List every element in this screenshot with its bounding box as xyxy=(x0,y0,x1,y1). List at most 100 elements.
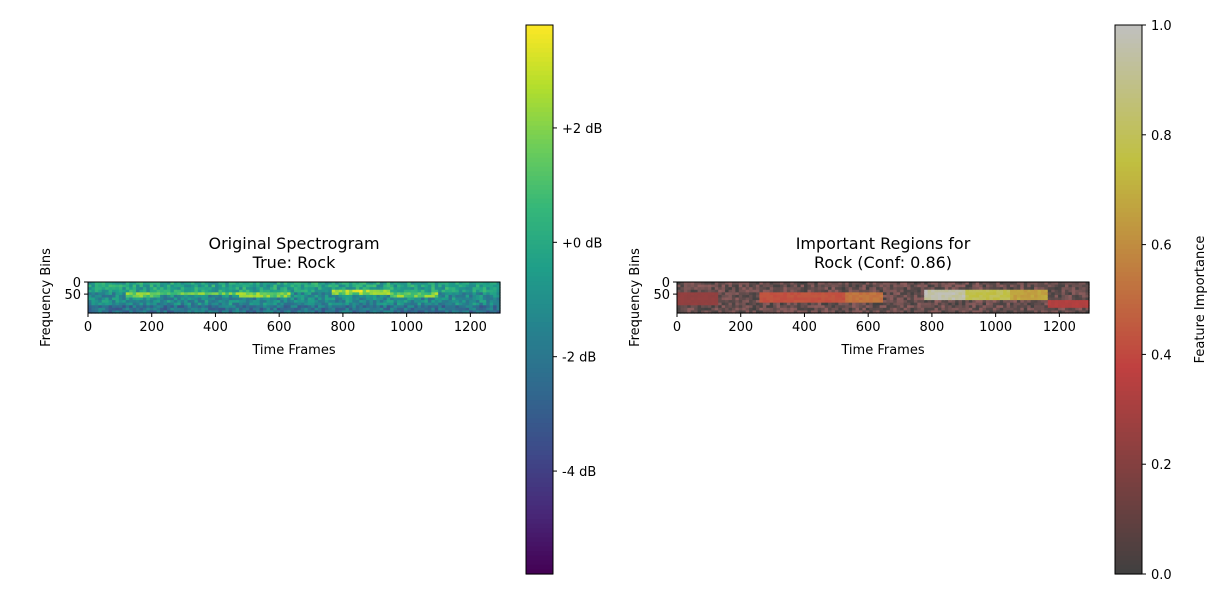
heatmap-cell xyxy=(266,305,271,309)
heatmap-cell xyxy=(920,310,925,314)
heatmap-cell xyxy=(173,310,178,314)
heatmap-cell xyxy=(489,289,494,293)
heatmap-cell xyxy=(177,292,182,296)
heatmap-cell xyxy=(458,292,463,296)
heatmap-cell xyxy=(821,307,826,312)
heatmap-cell xyxy=(913,282,918,286)
heatmap-cell xyxy=(98,305,103,309)
heatmap-cell xyxy=(345,307,350,312)
heatmap-cell xyxy=(714,287,719,291)
colorbar-segment xyxy=(1115,509,1142,516)
colorbar-segment xyxy=(526,432,553,438)
heatmap-cell xyxy=(355,289,360,293)
heatmap-cell xyxy=(328,282,333,286)
heatmap-cell xyxy=(424,284,429,288)
heatmap-cell xyxy=(869,284,874,288)
heatmap-cell xyxy=(745,297,750,301)
heatmap-cell xyxy=(118,294,123,299)
heatmap-cell xyxy=(445,282,450,286)
heatmap-cell xyxy=(266,297,271,301)
colorbar-segment xyxy=(1115,70,1142,76)
heatmap-cell xyxy=(869,310,874,314)
heatmap-cell xyxy=(838,284,843,288)
heatmap-cell xyxy=(900,302,905,306)
heatmap-cell xyxy=(451,302,456,306)
heatmap-cell xyxy=(1085,297,1090,301)
heatmap-cell xyxy=(372,287,377,291)
heatmap-cell xyxy=(968,297,973,301)
heatmap-cell xyxy=(345,294,350,299)
heatmap-cell xyxy=(366,287,371,291)
heatmap-cell xyxy=(287,289,292,293)
heatmap-cell xyxy=(397,294,402,299)
heatmap-cell xyxy=(1006,292,1011,296)
colorbar-segment xyxy=(526,175,553,182)
heatmap-cell xyxy=(184,305,189,309)
heatmap-cell xyxy=(331,292,336,296)
heatmap-cell xyxy=(393,305,398,309)
heatmap-cell xyxy=(1054,310,1059,314)
heatmap-cell xyxy=(677,305,682,309)
heatmap-cell xyxy=(276,287,281,291)
heatmap-cell xyxy=(232,289,237,293)
heatmap-cell xyxy=(725,305,730,309)
heatmap-cell xyxy=(475,284,480,288)
colorbar-segment xyxy=(526,272,553,278)
heatmap-cell xyxy=(889,302,894,306)
heatmap-cell xyxy=(920,305,925,309)
heatmap-cell xyxy=(482,287,487,291)
heatmap-cell xyxy=(704,282,709,286)
heatmap-cell xyxy=(924,307,929,312)
heatmap-cell xyxy=(290,289,295,293)
heatmap-cell xyxy=(307,297,312,301)
heatmap-cell xyxy=(999,297,1004,301)
heatmap-cell xyxy=(780,302,785,306)
heatmap-cell xyxy=(441,300,446,304)
heatmap-cell xyxy=(999,305,1004,309)
heatmap-cell xyxy=(204,310,209,314)
heatmap-cell xyxy=(194,305,199,309)
heatmap-cell xyxy=(879,282,884,286)
heatmap-cell xyxy=(118,289,123,293)
heatmap-cell xyxy=(694,297,699,301)
colorbar-segment xyxy=(526,391,553,397)
heatmap-cell xyxy=(472,302,477,306)
heatmap-cell xyxy=(115,297,120,301)
heatmap-cell xyxy=(328,284,333,288)
heatmap-cell xyxy=(907,300,912,304)
heatmap-cell xyxy=(780,287,785,291)
heatmap-cell xyxy=(335,292,340,296)
heatmap-cell xyxy=(951,294,956,299)
heatmap-cell xyxy=(1075,287,1080,291)
heatmap-cell xyxy=(1064,305,1069,309)
heatmap-cell xyxy=(263,294,268,299)
heatmap-cell xyxy=(184,302,189,306)
heatmap-cell xyxy=(475,300,480,304)
heatmap-cell xyxy=(372,294,377,299)
heatmap-cell xyxy=(479,284,484,288)
heatmap-cell xyxy=(455,302,460,306)
heatmap-cell xyxy=(424,292,429,296)
heatmap-cell xyxy=(793,287,798,291)
heatmap-cell xyxy=(992,305,997,309)
heatmap-cell xyxy=(352,310,357,314)
heatmap-cell xyxy=(197,289,202,293)
heatmap-cell xyxy=(1044,297,1049,301)
heatmap-cell xyxy=(136,307,141,312)
heatmap-cell xyxy=(718,287,723,291)
heatmap-cell xyxy=(451,292,456,296)
heatmap-cell xyxy=(755,282,760,286)
heatmap-cell xyxy=(934,289,939,293)
heatmap-cell xyxy=(1075,282,1080,286)
heatmap-cell xyxy=(105,302,110,306)
heatmap-cell xyxy=(438,307,443,312)
colorbar-segment xyxy=(526,409,553,415)
heatmap-cell xyxy=(707,289,712,293)
x-tick-label: 1200 xyxy=(454,320,487,335)
heatmap-cell xyxy=(886,307,891,312)
heatmap-cell xyxy=(893,305,898,309)
heatmap-cell xyxy=(397,300,402,304)
heatmap-cell xyxy=(263,302,268,306)
heatmap-cell xyxy=(335,310,340,314)
